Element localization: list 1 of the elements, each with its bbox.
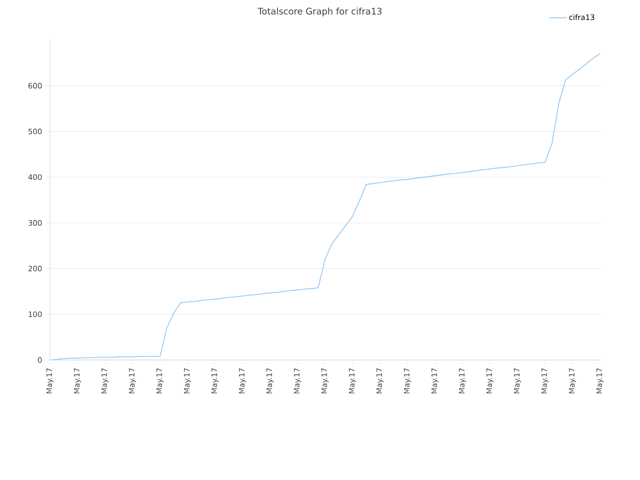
chart-title: Totalscore Graph for cifra13 [258, 8, 382, 16]
